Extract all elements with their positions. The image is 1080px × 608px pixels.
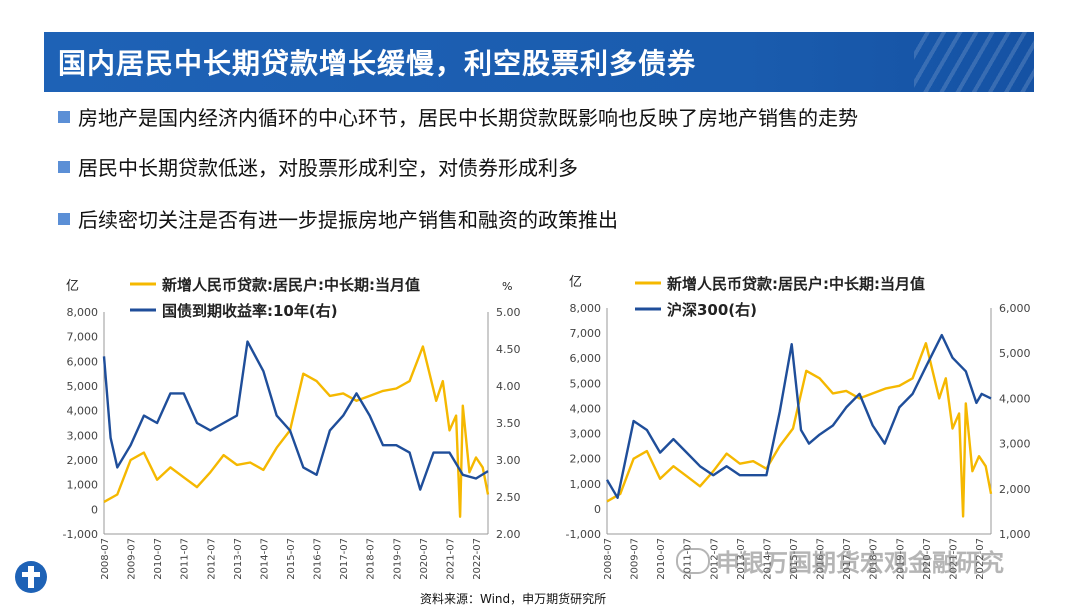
x-tick-label: 2011-07 (180, 538, 191, 580)
y-tick-label-left: -1,000 (63, 528, 98, 541)
y-tick-label-left: 0 (91, 503, 98, 516)
bullet-item: 居民中长期贷款低迷，对股票形成利空，对债券形成利多 (58, 152, 578, 181)
y-tick-label-right: 4.00 (496, 380, 521, 393)
y-tick-label-right: 2.00 (496, 528, 521, 541)
y-tick-label-left: 8,000 (67, 306, 99, 319)
legend-label: 新增人民币贷款:居民户:中长期:当月值 (667, 275, 925, 293)
wechat-icon (676, 548, 710, 574)
y-tick-label-left: 1,000 (570, 478, 602, 491)
left-axis-unit: 亿 (66, 279, 79, 294)
y-tick-label-right: 4.50 (496, 343, 521, 356)
y-tick-label-left: 7,000 (570, 327, 602, 340)
x-tick-label: 2008-07 (603, 538, 614, 580)
x-tick-label: 2010-07 (153, 538, 164, 580)
y-tick-label-left: 3,000 (570, 428, 602, 441)
x-tick-label: 2017-07 (339, 538, 350, 580)
left-axis-unit: 亿 (569, 275, 582, 290)
x-tick-label: 2008-07 (100, 538, 111, 580)
source-note: 资料来源：Wind，申万期货研究所 (420, 590, 606, 607)
y-tick-label-right: 2,000 (999, 483, 1031, 496)
y-tick-label-left: 5,000 (570, 377, 602, 390)
legend-label: 沪深300(右) (667, 301, 757, 319)
right-axis-unit: % (502, 280, 512, 293)
y-tick-label-left: 4,000 (67, 405, 99, 418)
bullet-text: 后续密切关注是否有进一步提振房地产销售和融资的政策推出 (78, 208, 618, 232)
series-line-loans (607, 343, 991, 516)
bullet-item: 房地产是国内经济内循环的中心环节，居民中长期贷款既影响也反映了房地产销售的走势 (58, 102, 858, 131)
page-title: 国内居民中长期贷款增长缓慢，利空股票利多债券 (58, 42, 696, 82)
y-tick-label-left: 2,000 (67, 454, 99, 467)
y-tick-label-right: 5.00 (496, 306, 521, 319)
y-tick-label-left: 3,000 (67, 429, 99, 442)
y-tick-label-right: 2.50 (496, 491, 521, 504)
x-tick-label: 2015-07 (286, 538, 297, 580)
y-tick-label-right: 3.50 (496, 417, 521, 430)
y-tick-label-left: 7,000 (67, 331, 99, 344)
y-tick-label-left: 5,000 (67, 380, 99, 393)
x-tick-label: 2009-07 (127, 538, 138, 580)
x-tick-label: 2020-07 (419, 538, 430, 580)
company-logo-icon (14, 560, 48, 594)
series-line-right-axis (104, 342, 488, 490)
x-tick-label: 2016-07 (313, 538, 324, 580)
legend-label: 新增人民币贷款:居民户:中长期:当月值 (162, 276, 420, 294)
y-tick-label-right: 6,000 (999, 302, 1031, 315)
y-tick-label-right: 5,000 (999, 347, 1031, 360)
x-tick-label: 2022-07 (472, 538, 483, 580)
bullet-square-icon (58, 111, 70, 123)
x-tick-label: 2019-07 (392, 538, 403, 580)
bullet-text: 居民中长期贷款低迷，对股票形成利空，对债券形成利多 (78, 156, 578, 180)
y-tick-label-left: -1,000 (566, 528, 601, 541)
y-tick-label-right: 3.00 (496, 454, 521, 467)
y-tick-label-left: 2,000 (570, 453, 602, 466)
y-tick-label-left: 1,000 (67, 479, 99, 492)
legend-label: 国债到期收益率:10年(右) (162, 302, 338, 320)
y-tick-label-left: 6,000 (570, 352, 602, 365)
y-tick-label-left: 0 (594, 503, 601, 516)
bullet-square-icon (58, 213, 70, 225)
bullet-item: 后续密切关注是否有进一步提振房地产销售和融资的政策推出 (58, 204, 618, 233)
y-tick-label-left: 4,000 (570, 402, 602, 415)
x-tick-label: 2009-07 (630, 538, 641, 580)
y-tick-label-left: 6,000 (67, 355, 99, 368)
watermark-text: 申银万国期货宏观金融研究 (716, 549, 1004, 577)
y-tick-label-left: 8,000 (570, 302, 602, 315)
x-tick-label: 2013-07 (233, 538, 244, 580)
bullet-text: 房地产是国内经济内循环的中心环节，居民中长期贷款既影响也反映了房地产销售的走势 (78, 106, 858, 130)
y-tick-label-right: 3,000 (999, 438, 1031, 451)
watermark: 申银万国期货宏观金融研究 (676, 543, 1004, 578)
bullet-square-icon (58, 161, 70, 173)
x-tick-label: 2021-07 (445, 538, 456, 580)
title-bar-stripe (914, 32, 1034, 92)
x-tick-label: 2014-07 (259, 538, 270, 580)
series-line-loans (104, 347, 488, 517)
y-tick-label-right: 1,000 (999, 528, 1031, 541)
title-bar: 国内居民中长期贷款增长缓慢，利空股票利多债券 (44, 32, 1034, 92)
x-tick-label: 2012-07 (206, 538, 217, 580)
x-tick-label: 2010-07 (656, 538, 667, 580)
chart-loans-vs-bond-yield: 亿 % 8,000 7,000 6,000 5,000 4,000 3,000 2,000 1,0… (52, 262, 552, 592)
y-tick-label-right: 4,000 (999, 392, 1031, 405)
x-tick-label: 2018-07 (366, 538, 377, 580)
